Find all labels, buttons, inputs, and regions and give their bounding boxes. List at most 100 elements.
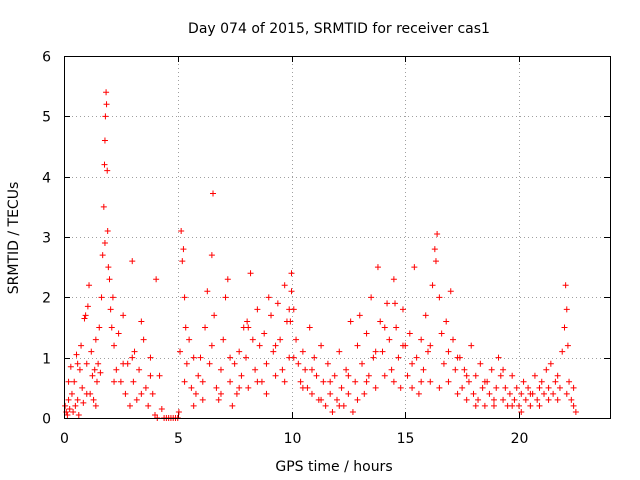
data-point [379,348,386,355]
data-point [68,390,75,397]
data-point [436,384,443,391]
data-point [270,348,277,355]
data-point [454,354,461,361]
data-point [547,360,554,367]
data-point [513,384,520,391]
data-point [390,276,397,283]
data-point [261,330,268,337]
data-point [427,342,434,349]
x-tick-label: 5 [174,431,183,447]
data-point [93,378,100,385]
data-point [511,396,518,403]
data-point [336,402,343,409]
chart-title: Day 074 of 2015, SRMTID for receiver cas… [188,21,490,37]
y-tick-label: 5 [42,110,51,126]
data-point [318,342,325,349]
data-point [450,336,457,343]
data-point [559,348,566,355]
data-point [192,390,199,397]
data-point [354,396,361,403]
x-axis-label: GPS time / hours [275,459,392,475]
data-point [372,348,379,355]
data-point [481,378,488,385]
data-point [434,230,441,237]
x-tick-label: 10 [284,431,302,447]
data-point [183,360,190,367]
data-point [427,378,434,385]
data-point [318,396,325,403]
data-point [336,348,343,355]
data-point [418,378,425,385]
data-point [111,378,118,385]
data-point [178,227,185,234]
data-point [96,324,103,331]
data-point [66,405,73,412]
data-point [475,396,482,403]
data-point [527,390,534,397]
data-point [345,372,352,379]
data-point [438,330,445,337]
data-point [217,390,224,397]
data-point [62,402,69,409]
data-point [206,360,213,367]
data-point [445,378,452,385]
data-point [236,384,243,391]
data-point [343,366,350,373]
data-point [568,396,575,403]
data-point [411,264,418,271]
data-point [399,342,406,349]
data-point [299,384,306,391]
data-point [190,354,197,361]
data-point [107,306,114,313]
data-point [518,408,525,415]
data-point [308,390,315,397]
y-tick-label: 1 [42,352,51,368]
data-point [518,390,525,397]
data-point [550,390,557,397]
data-point [390,378,397,385]
data-point [111,342,118,349]
data-point [97,369,104,376]
data-point [436,294,443,301]
data-point [392,300,399,307]
data-point [129,354,136,361]
data-point [290,354,297,361]
data-point [384,300,391,307]
data-point [195,372,202,379]
data-point [347,318,354,325]
data-point [188,384,195,391]
data-point [129,258,136,265]
y-tick-label: 6 [42,50,51,66]
data-point [80,399,87,406]
data-point [556,384,563,391]
data-point [454,390,461,397]
data-point [182,324,189,331]
data-point [293,336,300,343]
data-point [145,402,152,409]
data-point [71,378,78,385]
data-point [199,396,206,403]
data-point [432,258,439,265]
data-point [108,324,115,331]
data-point [277,336,284,343]
data-point [140,336,147,343]
data-point [356,312,363,319]
data-point [479,384,486,391]
data-point [452,366,459,373]
data-point [445,348,452,355]
data-point [181,294,188,301]
data-point [372,384,379,391]
data-point [470,390,477,397]
data-point [92,402,99,409]
data-point [354,342,361,349]
data-point [217,366,224,373]
data-point [322,402,329,409]
data-point [531,372,538,379]
data-point [147,372,154,379]
data-point [463,372,470,379]
y-tick-label: 3 [42,231,51,247]
data-point [413,354,420,361]
data-point [103,89,110,96]
data-point [564,342,571,349]
